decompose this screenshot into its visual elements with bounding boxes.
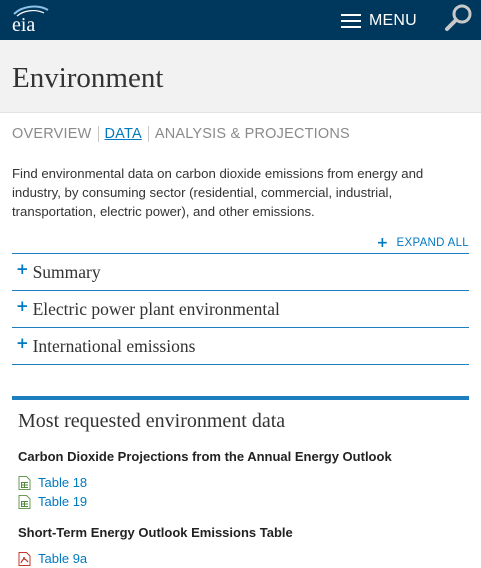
accordion-item-electric-power-plant[interactable]: + Electric power plant environmental: [12, 291, 469, 328]
accordion-label: International emissions: [33, 336, 196, 357]
expand-all-label: EXPAND ALL: [397, 237, 469, 249]
group-title: Short-Term Energy Outlook Emissions Tabl…: [18, 525, 469, 540]
link-table-18[interactable]: Table 18: [18, 473, 469, 492]
accordion-item-summary[interactable]: + Summary: [12, 254, 469, 291]
link-list: Table 18 Table 19: [18, 473, 469, 511]
eia-logo-mark: eia: [8, 4, 52, 36]
plus-icon: +: [16, 336, 29, 350]
most-requested-section: Most requested environment data Carbon D…: [12, 396, 469, 568]
group-title: Carbon Dioxide Projections from the Annu…: [18, 449, 469, 464]
data-group: Short-Term Energy Outlook Emissions Tabl…: [18, 525, 469, 568]
page-title: Environment: [12, 62, 163, 95]
plus-icon: +: [16, 262, 29, 276]
section-title: Most requested environment data: [18, 410, 469, 433]
hamburger-icon: [341, 13, 363, 29]
intro-text: Find environmental data on carbon dioxid…: [12, 164, 472, 221]
menu-button[interactable]: MENU: [341, 10, 417, 32]
search-icon: [443, 2, 475, 34]
plus-icon: +: [16, 299, 29, 313]
plus-icon: +: [377, 236, 389, 250]
link-list: Table 9a: [18, 549, 469, 568]
spreadsheet-icon: [18, 495, 31, 509]
accordion-label: Electric power plant environmental: [33, 299, 280, 320]
divider: [148, 126, 149, 142]
accordion-label: Summary: [33, 262, 101, 283]
logo-text: eia: [12, 14, 35, 36]
link-table-19[interactable]: Table 19: [18, 492, 469, 511]
expand-all-button[interactable]: + EXPAND ALL: [377, 236, 470, 250]
link-table-9a[interactable]: Table 9a: [18, 549, 469, 568]
link-label: Table 18: [38, 475, 87, 490]
link-label: Table 9a: [38, 551, 87, 566]
divider: [98, 126, 99, 142]
accordion-item-international-emissions[interactable]: + International emissions: [12, 328, 469, 365]
title-bar: Environment: [0, 40, 481, 113]
sub-navigation: OVERVIEW DATA ANALYSIS & PROJECTIONS: [12, 124, 350, 144]
link-label: Table 19: [38, 494, 87, 509]
pdf-icon: [18, 552, 31, 566]
top-bar: eia MENU: [0, 0, 481, 40]
accordion: + Summary + Electric power plant environ…: [12, 253, 469, 365]
spreadsheet-icon: [18, 476, 31, 490]
tab-overview[interactable]: OVERVIEW: [12, 126, 92, 142]
eia-logo[interactable]: eia: [8, 4, 52, 36]
search-button[interactable]: [443, 2, 475, 34]
tab-analysis-projections[interactable]: ANALYSIS & PROJECTIONS: [155, 126, 350, 142]
tab-data[interactable]: DATA: [105, 126, 142, 142]
menu-label: MENU: [369, 12, 417, 30]
data-group: Carbon Dioxide Projections from the Annu…: [18, 449, 469, 511]
